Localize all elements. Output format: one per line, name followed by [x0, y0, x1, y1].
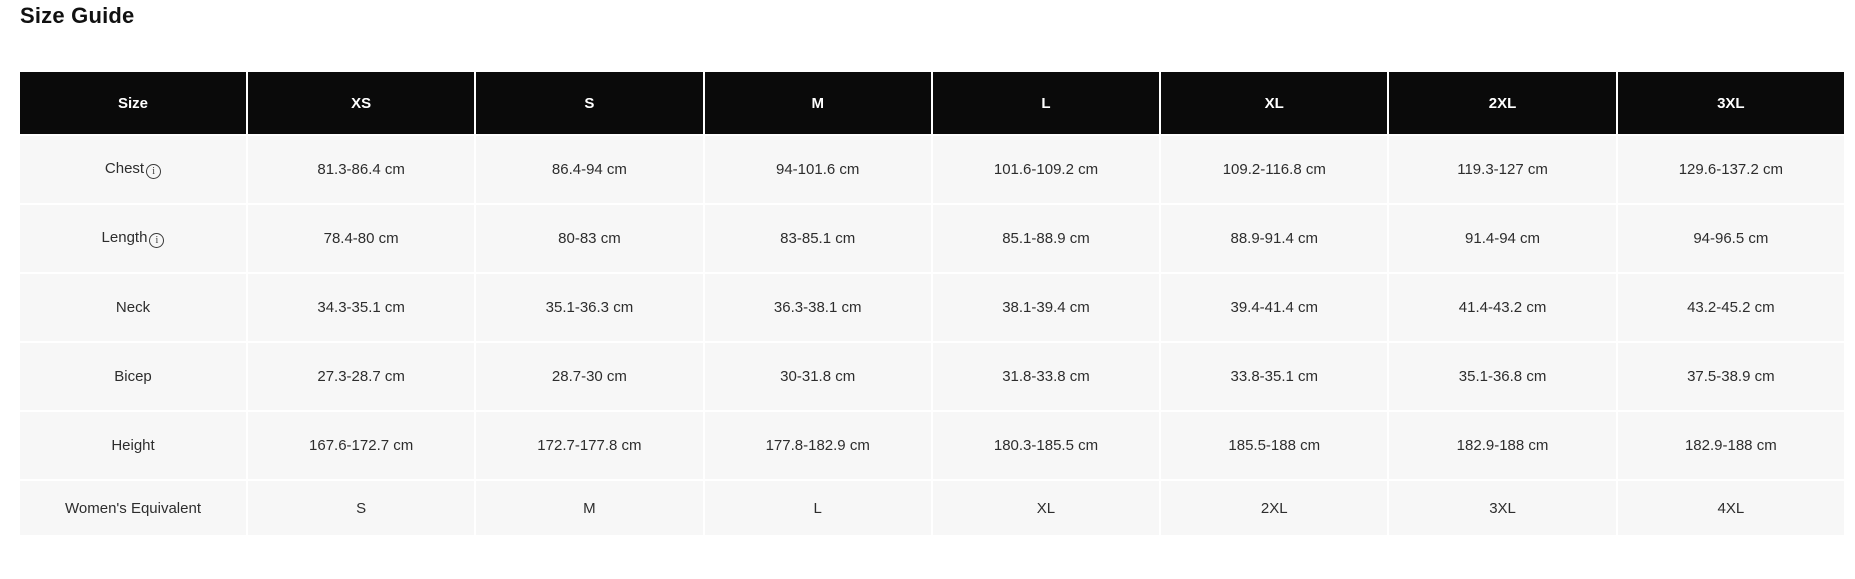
cell-bicep-xs: 27.3-28.7 cm	[248, 343, 475, 410]
column-header-xs: XS	[248, 72, 475, 134]
cell-chest-2xl: 119.3-127 cm	[1389, 136, 1616, 203]
cell-neck-2xl: 41.4-43.2 cm	[1389, 274, 1616, 341]
cell-bicep-2xl: 35.1-36.8 cm	[1389, 343, 1616, 410]
row-label-height: Height	[20, 412, 246, 479]
cell-women-s-equivalent-l: XL	[932, 481, 1160, 535]
cell-bicep-m: 30-31.8 cm	[704, 343, 931, 410]
column-header-l: L	[932, 72, 1160, 134]
table-row-chest: Chest i 81.3-86.4 cm 86.4-94 cm 94-101.6 cm 1…	[20, 136, 1844, 203]
page-title: Size Guide	[20, 3, 135, 28]
table-row-women-s-equivalent: Women's Equivalent S M L XL 2XL 3XL 4XL	[20, 481, 1844, 535]
cell-length-l: 85.1-88.9 cm	[932, 205, 1160, 272]
cell-height-xl: 185.5-188 cm	[1161, 412, 1388, 479]
cell-length-2xl: 91.4-94 cm	[1389, 205, 1616, 272]
column-header-xl: XL	[1161, 72, 1388, 134]
cell-chest-m: 94-101.6 cm	[704, 136, 931, 203]
cell-length-xl: 88.9-91.4 cm	[1161, 205, 1388, 272]
cell-neck-l: 38.1-39.4 cm	[932, 274, 1160, 341]
cell-women-s-equivalent-3xl: 4XL	[1617, 481, 1844, 535]
cell-women-s-equivalent-2xl: 3XL	[1389, 481, 1616, 535]
row-label-bicep: Bicep	[20, 343, 246, 410]
table-row-bicep: Bicep 27.3-28.7 cm 28.7-30 cm 30-31.8 cm 31.…	[20, 343, 1844, 410]
cell-neck-3xl: 43.2-45.2 cm	[1617, 274, 1844, 341]
cell-height-2xl: 182.9-188 cm	[1389, 412, 1616, 479]
cell-height-xs: 167.6-172.7 cm	[248, 412, 475, 479]
row-label-text: Women's Equivalent	[65, 499, 201, 517]
cell-height-3xl: 182.9-188 cm	[1617, 412, 1844, 479]
column-header-size: Size	[20, 72, 246, 134]
row-label-text: Neck	[115, 299, 151, 316]
cell-length-3xl: 94-96.5 cm	[1617, 205, 1844, 272]
cell-chest-3xl: 129.6-137.2 cm	[1617, 136, 1844, 203]
cell-height-l: 180.3-185.5 cm	[932, 412, 1160, 479]
cell-chest-s: 86.4-94 cm	[476, 136, 703, 203]
info-icon[interactable]: i	[146, 164, 162, 180]
cell-length-s: 80-83 cm	[476, 205, 703, 272]
info-icon[interactable]: i	[149, 233, 165, 249]
row-label-chest: Chest i	[20, 136, 246, 203]
cell-women-s-equivalent-xs: S	[248, 481, 475, 535]
row-label-text: Length	[101, 228, 148, 246]
column-header-3xl: 3XL	[1617, 72, 1844, 134]
cell-chest-l: 101.6-109.2 cm	[932, 136, 1160, 203]
row-label-text: Bicep	[114, 368, 152, 385]
row-label-length: Length i	[20, 205, 246, 272]
column-header-m: M	[704, 72, 931, 134]
cell-women-s-equivalent-m: L	[704, 481, 931, 535]
cell-neck-xl: 39.4-41.4 cm	[1161, 274, 1388, 341]
cell-height-s: 172.7-177.8 cm	[476, 412, 703, 479]
row-label-text: Chest	[104, 159, 145, 177]
row-label-neck: Neck	[20, 274, 246, 341]
cell-neck-s: 35.1-36.3 cm	[476, 274, 703, 341]
column-header-2xl: 2XL	[1389, 72, 1616, 134]
cell-bicep-l: 31.8-33.8 cm	[932, 343, 1160, 410]
cell-height-m: 177.8-182.9 cm	[704, 412, 931, 479]
row-label-women-s-equivalent: Women's Equivalent	[20, 481, 246, 535]
cell-chest-xl: 109.2-116.8 cm	[1161, 136, 1388, 203]
cell-neck-xs: 34.3-35.1 cm	[248, 274, 475, 341]
size-guide-table: Size XS S M L XL 2XL 3XL Chest i 81.3-86.4 cm 86.4…	[18, 70, 1846, 537]
cell-neck-m: 36.3-38.1 cm	[704, 274, 931, 341]
cell-bicep-s: 28.7-30 cm	[476, 343, 703, 410]
cell-women-s-equivalent-xl: 2XL	[1161, 481, 1388, 535]
cell-chest-xs: 81.3-86.4 cm	[248, 136, 475, 203]
row-label-text: Height	[111, 437, 155, 454]
table-row-neck: Neck 34.3-35.1 cm 35.1-36.3 cm 36.3-38.1 cm…	[20, 274, 1844, 341]
column-header-s: S	[476, 72, 703, 134]
cell-bicep-xl: 33.8-35.1 cm	[1161, 343, 1388, 410]
cell-length-m: 83-85.1 cm	[704, 205, 931, 272]
table-row-height: Height 167.6-172.7 cm 172.7-177.8 cm 177.8-…	[20, 412, 1844, 479]
cell-women-s-equivalent-s: M	[476, 481, 703, 535]
cell-bicep-3xl: 37.5-38.9 cm	[1617, 343, 1844, 410]
table-row-length: Length i 78.4-80 cm 80-83 cm 83-85.1 cm 85.1-…	[20, 205, 1844, 272]
cell-length-xs: 78.4-80 cm	[248, 205, 475, 272]
table-header-row: Size XS S M L XL 2XL 3XL	[20, 72, 1844, 134]
